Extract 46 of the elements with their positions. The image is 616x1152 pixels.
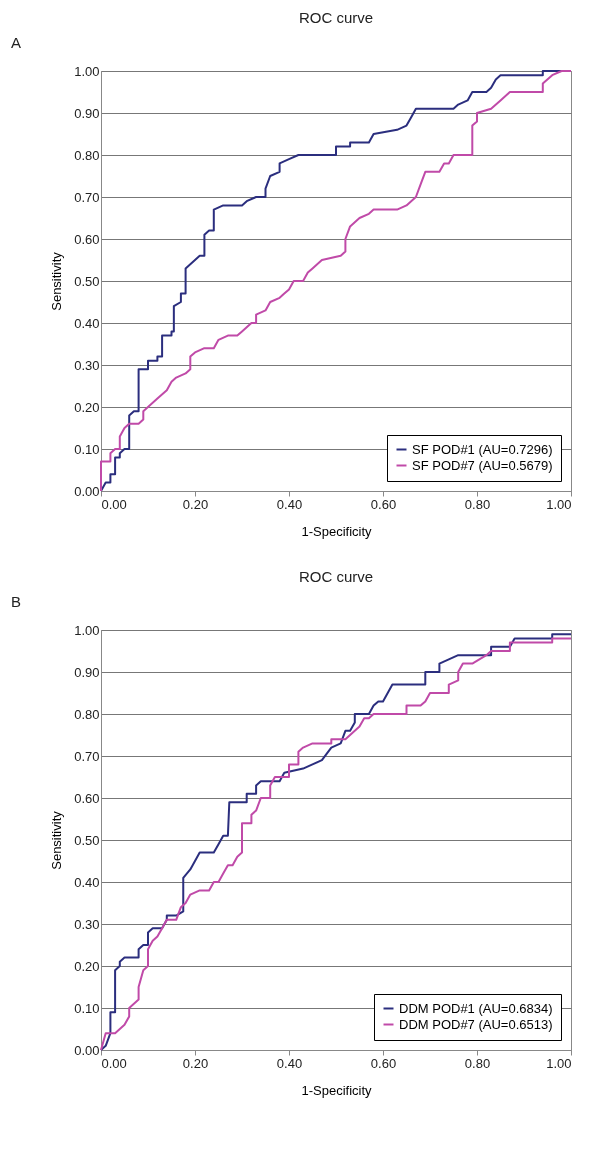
y-tick-label: 0.60 <box>74 231 100 247</box>
x-tick-label: 0.60 <box>370 1055 397 1071</box>
legend-label: DDM POD#7 (AU=0.6513) <box>399 1016 553 1032</box>
y-tick-label: 0.40 <box>74 315 100 331</box>
y-tick-label: 0.90 <box>74 664 100 680</box>
x-tick-label: 0.40 <box>276 1055 303 1071</box>
chart-title: ROC curve <box>298 568 374 585</box>
y-tick-label: 1.00 <box>74 622 100 638</box>
y-tick-label: 0.00 <box>74 483 100 499</box>
legend-label: SF POD#7 (AU=0.5679) <box>412 457 553 473</box>
x-tick-label: 0.40 <box>276 496 303 512</box>
y-tick-label: 0.40 <box>74 874 100 890</box>
y-axis-title: Sensitivity <box>49 251 65 311</box>
y-tick-label: 0.50 <box>74 832 100 848</box>
text: A <box>11 34 22 51</box>
y-tick-label: 0.80 <box>74 147 100 163</box>
x-tick-label: 1.00 <box>546 1055 572 1071</box>
x-tick-label: 0.00 <box>101 496 127 512</box>
legend-label: SF POD#1 (AU=0.7296) <box>412 441 553 457</box>
x-tick-label: 0.20 <box>182 1055 209 1071</box>
x-tick-label: 0.80 <box>464 496 491 512</box>
y-tick-label: 1.00 <box>74 63 100 79</box>
legend-label: DDM POD#1 (AU=0.6834) <box>399 1000 553 1016</box>
y-tick-label: 0.50 <box>74 273 100 289</box>
y-tick-label: 0.80 <box>74 706 100 722</box>
x-tick-label: 0.80 <box>464 1055 491 1071</box>
x-axis-title: 1-Specificity <box>301 1082 373 1098</box>
y-tick-label: 0.00 <box>74 1042 100 1058</box>
chart-title: ROC curve <box>298 9 374 26</box>
x-tick-label: 0.20 <box>182 496 209 512</box>
x-tick-label: 0.00 <box>101 1055 127 1071</box>
y-tick-label: 0.30 <box>74 357 100 373</box>
y-tick-label: 0.60 <box>74 790 100 806</box>
y-tick-label: 0.30 <box>74 916 100 932</box>
y-tick-label: 0.10 <box>74 1000 100 1016</box>
y-tick-label: 0.90 <box>74 105 100 121</box>
text: B <box>11 593 22 610</box>
y-tick-label: 0.70 <box>74 748 100 764</box>
y-tick-label: 0.70 <box>74 189 100 205</box>
x-axis-title: 1-Specificity <box>301 523 373 539</box>
y-tick-label: 0.10 <box>74 441 100 457</box>
x-tick-label: 0.60 <box>370 496 397 512</box>
y-tick-label: 0.20 <box>74 958 100 974</box>
y-axis-title: Sensitivity <box>49 810 65 870</box>
x-tick-label: 1.00 <box>546 496 572 512</box>
y-tick-label: 0.20 <box>74 399 100 415</box>
